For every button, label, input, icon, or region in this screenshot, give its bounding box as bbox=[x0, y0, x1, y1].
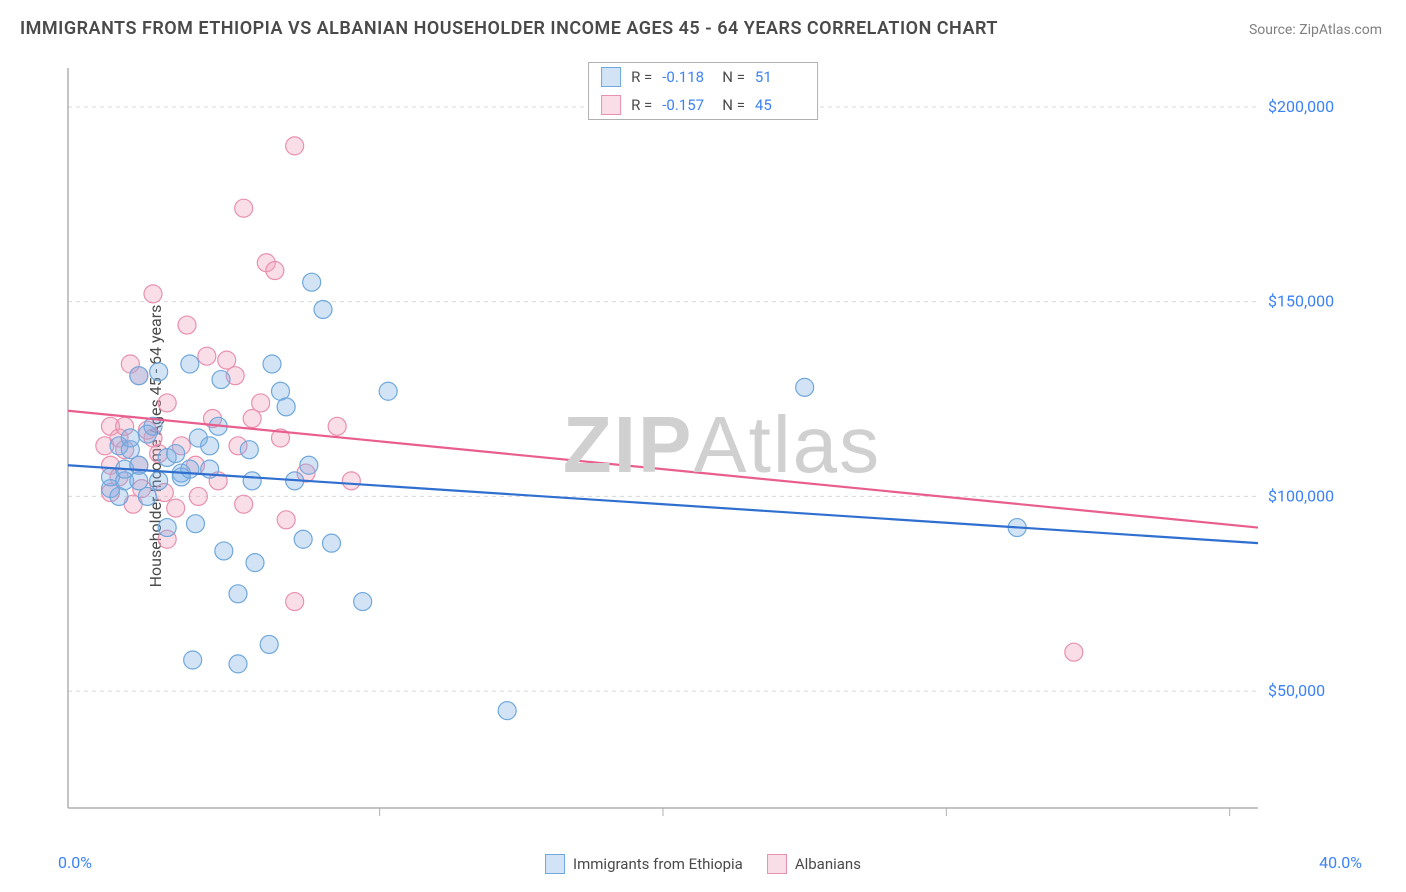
legend-item-series2: Albanians bbox=[767, 854, 861, 874]
data-point bbox=[243, 472, 261, 490]
data-point bbox=[235, 495, 253, 513]
data-point bbox=[277, 398, 295, 416]
legend-item-series1: Immigrants from Ethiopia bbox=[545, 854, 743, 874]
data-point bbox=[240, 441, 258, 459]
data-point bbox=[150, 363, 168, 381]
data-point bbox=[158, 394, 176, 412]
source-attribution: Source: ZipAtlas.com bbox=[1249, 22, 1382, 38]
scatter-plot-svg: $50,000 $100,000 $150,000 $200,000 bbox=[58, 58, 1348, 818]
data-point bbox=[215, 542, 233, 560]
data-point bbox=[286, 593, 304, 611]
legend-swatch-series2 bbox=[767, 854, 787, 874]
data-point bbox=[328, 417, 346, 435]
data-point bbox=[187, 515, 205, 533]
y-tick-label: $100,000 bbox=[1268, 486, 1334, 505]
data-point bbox=[323, 534, 341, 552]
data-point bbox=[167, 499, 185, 517]
data-point bbox=[286, 137, 304, 155]
data-point bbox=[277, 511, 295, 529]
data-point bbox=[246, 554, 264, 572]
data-point bbox=[184, 651, 202, 669]
data-point bbox=[198, 347, 216, 365]
data-point bbox=[181, 460, 199, 478]
data-point bbox=[379, 382, 397, 400]
data-point bbox=[796, 378, 814, 396]
data-point bbox=[252, 394, 270, 412]
data-point bbox=[354, 593, 372, 611]
data-point bbox=[294, 530, 312, 548]
data-point bbox=[144, 285, 162, 303]
legend-swatch-series1 bbox=[545, 854, 565, 874]
data-point bbox=[212, 371, 230, 389]
data-point bbox=[181, 355, 199, 373]
bottom-legend: Immigrants from Ethiopia Albanians bbox=[545, 854, 861, 874]
stats-row-series1: R = -0.118 N = 51 bbox=[589, 63, 817, 91]
data-point bbox=[263, 355, 281, 373]
data-point bbox=[121, 429, 139, 447]
y-tick-label: $50,000 bbox=[1268, 681, 1325, 700]
data-point bbox=[178, 316, 196, 334]
chart-plot-area: ZIPAtlas $50,000$100,000$150,000$200,000 bbox=[58, 58, 1386, 832]
data-point bbox=[1065, 643, 1083, 661]
data-point bbox=[498, 702, 516, 720]
data-point bbox=[314, 300, 332, 318]
data-point bbox=[229, 655, 247, 673]
data-point bbox=[138, 487, 156, 505]
correlation-stats-box: R = -0.118 N = 51 R = -0.157 N = 45 bbox=[588, 62, 818, 120]
stats-row-series2: R = -0.157 N = 45 bbox=[589, 91, 817, 119]
y-tick-label: $150,000 bbox=[1268, 292, 1334, 311]
y-tick-label: $200,000 bbox=[1268, 97, 1334, 116]
data-point bbox=[130, 367, 148, 385]
data-point bbox=[201, 437, 219, 455]
data-point bbox=[342, 472, 360, 490]
stats-swatch-series1 bbox=[601, 67, 621, 87]
data-point bbox=[260, 635, 278, 653]
chart-title: IMMIGRANTS FROM ETHIOPIA VS ALBANIAN HOU… bbox=[20, 18, 998, 39]
x-axis-min-label: 0.0% bbox=[58, 853, 92, 872]
data-point bbox=[150, 472, 168, 490]
data-point bbox=[158, 519, 176, 537]
data-point bbox=[300, 456, 318, 474]
data-point bbox=[189, 487, 207, 505]
data-point bbox=[303, 273, 321, 291]
data-point bbox=[229, 585, 247, 603]
data-point bbox=[235, 199, 253, 217]
data-point bbox=[167, 445, 185, 463]
data-point bbox=[266, 262, 284, 280]
stats-swatch-series2 bbox=[601, 95, 621, 115]
x-axis-max-label: 40.0% bbox=[1319, 853, 1362, 872]
